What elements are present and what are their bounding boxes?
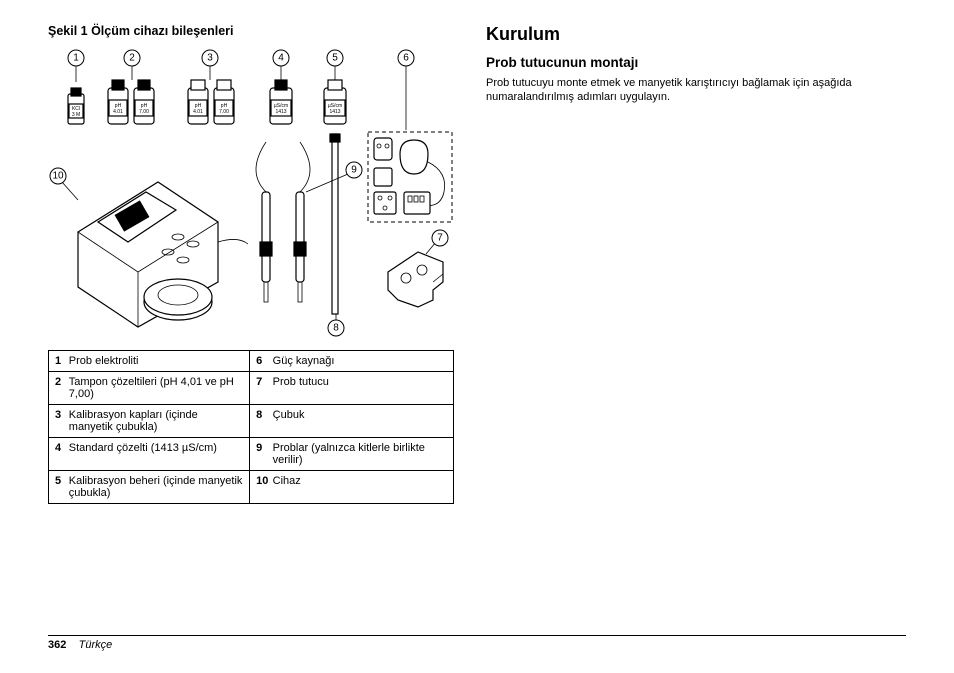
page-number: 362 bbox=[48, 639, 66, 651]
callout-10: 10 bbox=[52, 171, 64, 182]
svg-text:4.01: 4.01 bbox=[193, 109, 203, 115]
svg-text:7.00: 7.00 bbox=[219, 109, 229, 115]
callout-6: 6 bbox=[403, 53, 409, 64]
table-row: 4 Standard çözelti (1413 µS/cm) 9 Probla… bbox=[49, 438, 454, 471]
figure-diagram: KCl 3 M pH 4.01 pH 7.00 bbox=[48, 42, 454, 342]
heading-1: Kurulum bbox=[486, 24, 906, 45]
right-column: Kurulum Prob tutucunun montajı Prob tutu… bbox=[486, 24, 906, 614]
table-row: 2 Tampon çözeltileri (pH 4,01 ve pH 7,00… bbox=[49, 372, 454, 405]
callout-2: 2 bbox=[129, 53, 135, 64]
callout-7: 7 bbox=[437, 233, 443, 244]
page-footer: 362 Türkçe bbox=[48, 635, 906, 651]
table-row: 3 Kalibrasyon kapları (içinde manyetik ç… bbox=[49, 405, 454, 438]
figure-title: Şekil 1 Ölçüm cihazı bileşenleri bbox=[48, 24, 458, 38]
svg-text:1413: 1413 bbox=[275, 109, 286, 115]
callout-1: 1 bbox=[73, 53, 79, 64]
callout-8: 8 bbox=[333, 323, 339, 334]
callout-9: 9 bbox=[351, 165, 357, 176]
heading-2: Prob tutucunun montajı bbox=[486, 55, 906, 70]
svg-text:1413: 1413 bbox=[329, 109, 340, 115]
left-column: Şekil 1 Ölçüm cihazı bileşenleri KCl 3 M bbox=[48, 24, 458, 614]
callout-4: 4 bbox=[278, 53, 284, 64]
svg-text:7.00: 7.00 bbox=[139, 109, 149, 115]
svg-text:3 M: 3 M bbox=[72, 112, 80, 118]
table-row: 1 Prob elektroliti 6 Güç kaynağı bbox=[49, 351, 454, 372]
callout-3: 3 bbox=[207, 53, 213, 64]
paragraph: Prob tutucuyu monte etmek ve manyetik ka… bbox=[486, 76, 906, 105]
legend-table: 1 Prob elektroliti 6 Güç kaynağı 2 Tampo… bbox=[48, 350, 454, 504]
svg-text:4.01: 4.01 bbox=[113, 109, 123, 115]
table-row: 5 Kalibrasyon beheri (içinde manyetik çu… bbox=[49, 471, 454, 504]
callout-5: 5 bbox=[332, 53, 338, 64]
page-language: Türkçe bbox=[79, 639, 113, 651]
